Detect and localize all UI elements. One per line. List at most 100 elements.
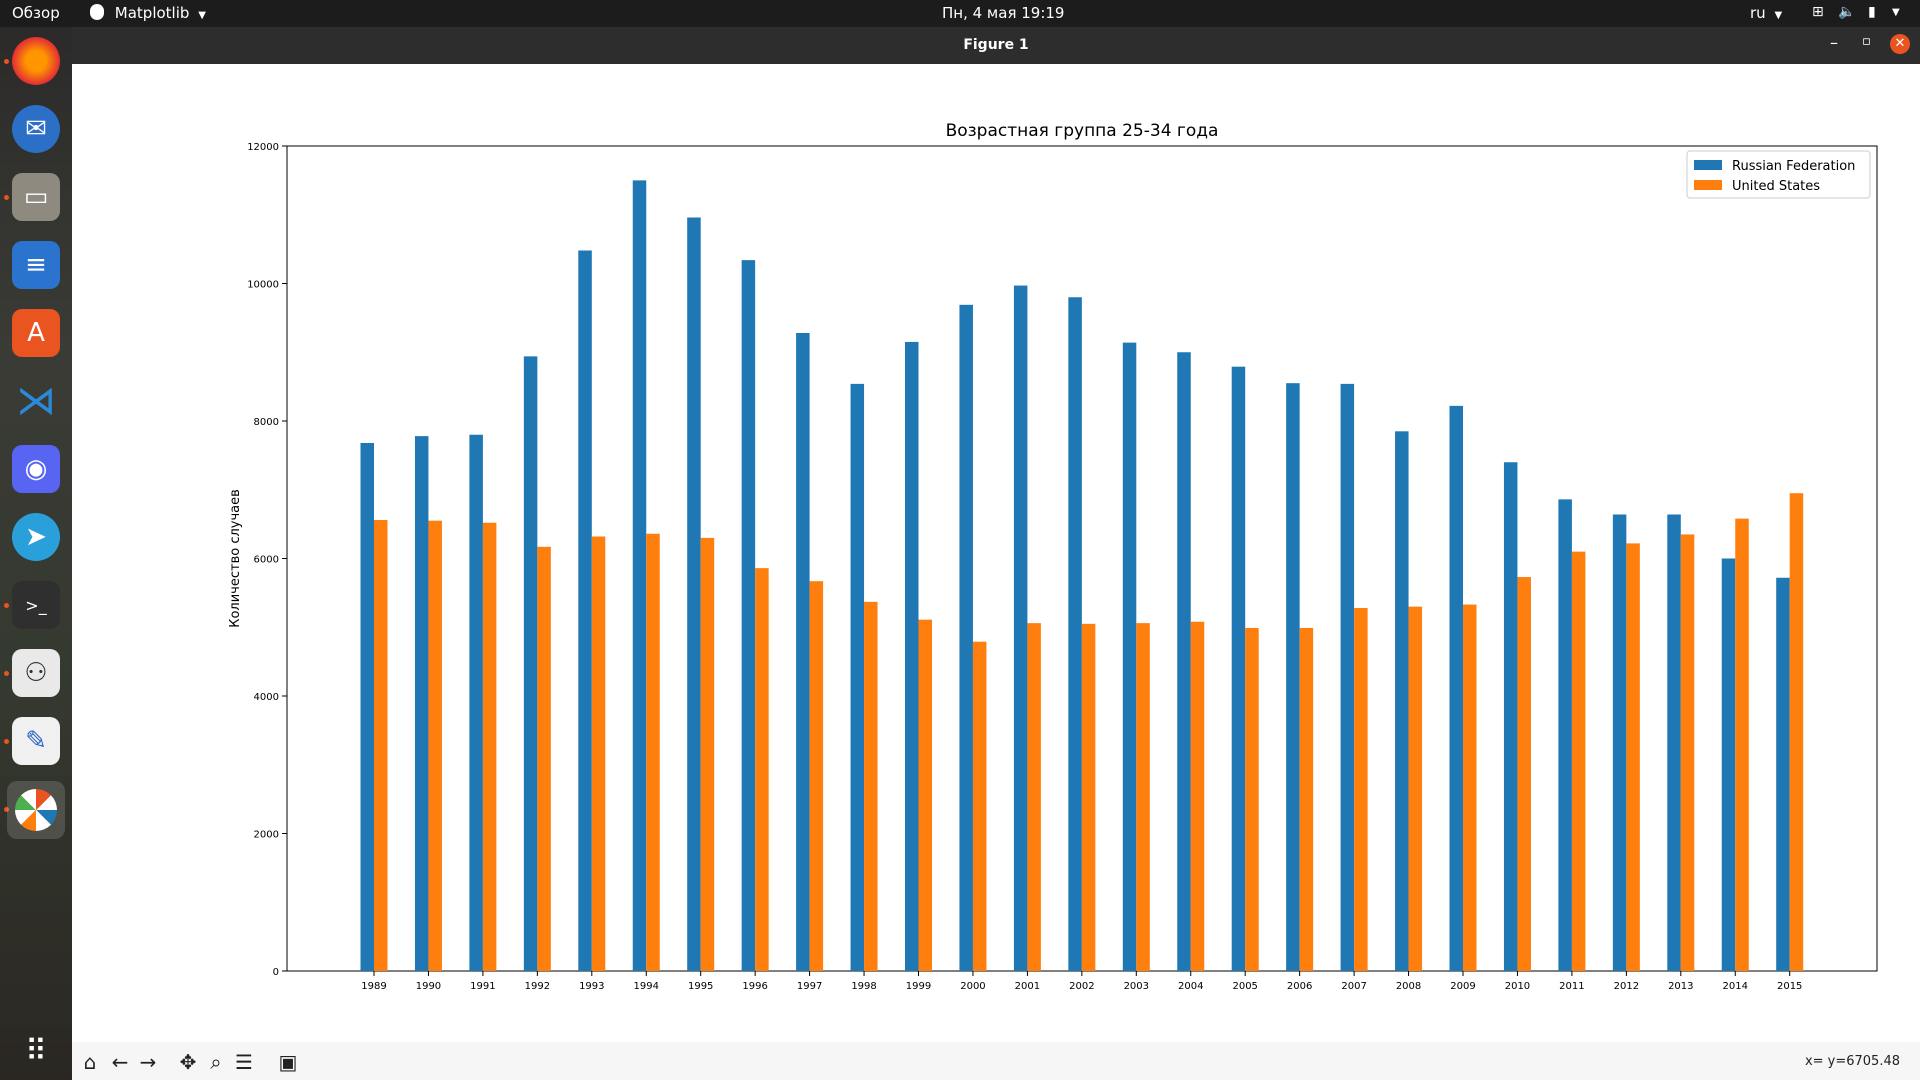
bar-russian-federation (578, 250, 592, 971)
zoom-search-icon[interactable]: ⌕ (210, 1050, 222, 1074)
system-menu-chevron-icon[interactable]: ▼ (1892, 7, 1900, 18)
x-tick-label: 2010 (1505, 981, 1530, 992)
bar-russian-federation (1177, 352, 1191, 971)
dock: ✉ ▭ ≡ A ⋊ ◉ ➤ >_ ⚇ ✎ ⠿ (0, 27, 72, 1080)
forward-arrow-icon[interactable]: → (139, 1050, 157, 1074)
minimize-button[interactable]: – (1830, 33, 1838, 52)
x-tick-label: 1990 (416, 981, 441, 992)
writer-icon[interactable]: ≡ (12, 241, 60, 289)
app-menu[interactable]: Matplotlib ▼ (90, 4, 206, 22)
running-indicator (4, 807, 9, 812)
terminal-icon[interactable]: >_ (12, 581, 60, 629)
x-tick-label: 1992 (525, 981, 550, 992)
activities-button[interactable]: Обзор (12, 4, 60, 22)
bar-russian-federation (1612, 514, 1627, 971)
files-icon[interactable]: ▭ (12, 173, 60, 221)
bar-united-states (1408, 606, 1423, 971)
x-tick-label: 2013 (1668, 981, 1693, 992)
bar-russian-federation (523, 356, 538, 971)
bar-russian-federation (850, 383, 865, 971)
bar-russian-federation (1286, 383, 1300, 971)
show-apps-grid-icon[interactable]: ⠿ (25, 1033, 47, 1069)
firefox-icon[interactable] (12, 37, 60, 85)
legend-label: Russian Federation (1732, 159, 1855, 174)
bar-russian-federation (1667, 514, 1681, 971)
bar-russian-federation (687, 217, 701, 971)
network-icon[interactable]: ⊞ (1812, 4, 1824, 20)
bar-united-states (482, 522, 497, 971)
x-tick-label: 2007 (1341, 981, 1366, 992)
bar-united-states (1245, 627, 1259, 971)
chevron-down-icon: ▼ (198, 10, 206, 21)
bar-united-states (864, 601, 878, 971)
software-center-icon[interactable]: A (12, 309, 60, 357)
x-tick-label: 2015 (1777, 981, 1802, 992)
bar-united-states (1680, 534, 1695, 971)
legend-swatch (1694, 160, 1722, 170)
window-title: Figure 1 (963, 37, 1029, 53)
running-indicator (4, 739, 9, 744)
bar-united-states (755, 568, 769, 971)
bar-russian-federation (1013, 285, 1028, 971)
y-axis-label: Количество случаев (228, 489, 243, 628)
y-tick-label: 4000 (254, 692, 279, 703)
x-tick-label: 1993 (579, 981, 604, 992)
running-indicator (4, 603, 9, 608)
x-tick-label: 2003 (1124, 981, 1149, 992)
pan-icon[interactable]: ✥ (179, 1050, 197, 1074)
bar-russian-federation (1449, 405, 1463, 971)
legend-swatch (1694, 180, 1722, 190)
y-tick-label: 8000 (254, 417, 279, 428)
volume-icon[interactable]: 🔈 (1838, 4, 1856, 20)
vscode-icon[interactable]: ⋊ (16, 378, 56, 424)
bar-united-states (809, 581, 824, 971)
window-titlebar: Figure 1 – ▫ ✕ (72, 27, 1920, 64)
chevron-down-icon: ▼ (1774, 10, 1783, 21)
bar-united-states (1027, 623, 1041, 971)
telegram-icon[interactable]: ➤ (12, 513, 60, 561)
bar-russian-federation (1340, 383, 1355, 971)
thunderbird-icon[interactable]: ✉ (12, 105, 60, 153)
document-viewer-icon[interactable]: ⚇ (12, 649, 60, 697)
x-tick-label: 2005 (1232, 981, 1257, 992)
bar-united-states (1190, 621, 1205, 971)
bar-united-states (591, 536, 606, 971)
save-icon[interactable]: ▣ (278, 1050, 298, 1074)
discord-icon[interactable]: ◉ (12, 445, 60, 493)
home-icon[interactable]: ⌂ (83, 1050, 97, 1074)
chart-title: Возрастная группа 25-34 года (946, 121, 1219, 141)
y-tick-label: 2000 (254, 830, 279, 841)
text-editor-icon[interactable]: ✎ (12, 717, 60, 765)
bar-russian-federation (1776, 577, 1790, 971)
top-bar: Обзор Matplotlib ▼ Пн, 4 мая 19:19 ru ▼ … (0, 0, 1920, 27)
back-arrow-icon[interactable]: ← (111, 1050, 129, 1074)
cursor-coordinates: x= y=6705.48 (1804, 1054, 1900, 1069)
x-tick-label: 2002 (1069, 981, 1094, 992)
x-tick-label: 2009 (1450, 981, 1475, 992)
bar-russian-federation (1068, 297, 1082, 971)
bar-united-states (1517, 577, 1531, 971)
bar-united-states (1626, 543, 1640, 971)
running-indicator (4, 59, 9, 64)
battery-icon[interactable]: ▮ (1868, 4, 1876, 20)
close-button[interactable]: ✕ (1890, 34, 1910, 54)
matplotlib-dock-icon[interactable] (7, 781, 65, 839)
bar-united-states (700, 537, 715, 971)
bar-russian-federation (905, 341, 919, 971)
language-indicator[interactable]: ru ▼ (1750, 4, 1782, 22)
x-tick-label: 1989 (361, 981, 386, 992)
clock[interactable]: Пн, 4 мая 19:19 (942, 4, 1065, 22)
maximize-button[interactable]: ▫ (1862, 34, 1871, 49)
x-tick-label: 1998 (851, 981, 876, 992)
y-tick-label: 12000 (247, 142, 279, 153)
bar-russian-federation (1395, 431, 1409, 971)
y-tick-label: 6000 (254, 555, 279, 566)
figure-canvas[interactable]: 0 2000 4000 6000 8000 10000 12000 1989 1990 1991 1… (72, 64, 1920, 1080)
bar-united-states (918, 619, 932, 971)
bar-russian-federation (360, 443, 374, 971)
bar-russian-federation (414, 436, 429, 971)
bar-united-states (1136, 623, 1150, 971)
x-tick-label: 2012 (1614, 981, 1639, 992)
configure-subplots-icon[interactable]: ☰ (235, 1050, 253, 1074)
matplotlib-app-icon (90, 4, 104, 20)
